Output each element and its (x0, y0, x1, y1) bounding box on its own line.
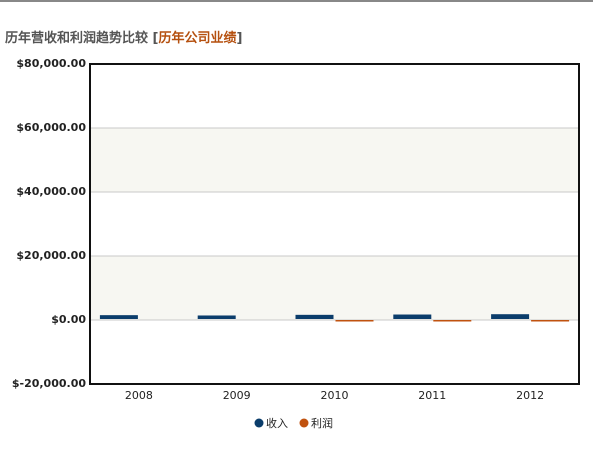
bar (99, 315, 138, 319)
bar (393, 314, 432, 319)
x-tick-label: 2011 (418, 389, 446, 402)
bar (531, 320, 570, 322)
plot-frame (89, 63, 580, 385)
x-tick-label: 2012 (516, 389, 544, 402)
x-tick-label: 2010 (321, 389, 349, 402)
title-text: 历年营收和利润趋势比较 (5, 31, 149, 46)
x-tick-label: 2008 (125, 389, 153, 402)
plot-band (90, 128, 579, 192)
y-tick-label: $-20,000.00 (12, 377, 86, 390)
legend-label: 收入 (266, 416, 288, 430)
legend-marker (299, 418, 309, 428)
bar (295, 314, 334, 319)
x-tick-label: 2009 (223, 389, 251, 402)
legend-marker (254, 418, 264, 428)
chart-title: 历年营收和利润趋势比较 [历年公司业绩] (5, 27, 242, 46)
y-tick-label: $80,000.00 (16, 57, 86, 70)
bar (433, 320, 472, 322)
bar (335, 320, 374, 322)
bar (491, 314, 530, 319)
legend-label: 利润 (311, 416, 333, 430)
y-tick-label: $40,000.00 (16, 185, 86, 198)
bar (197, 315, 236, 319)
y-tick-label: $60,000.00 (16, 121, 86, 134)
subtitle-link[interactable]: [历年公司业绩] (152, 31, 243, 46)
top-border (0, 0, 593, 2)
y-tick-label: $0.00 (51, 313, 86, 326)
plot-band (90, 256, 579, 320)
y-tick-label: $20,000.00 (16, 249, 86, 262)
